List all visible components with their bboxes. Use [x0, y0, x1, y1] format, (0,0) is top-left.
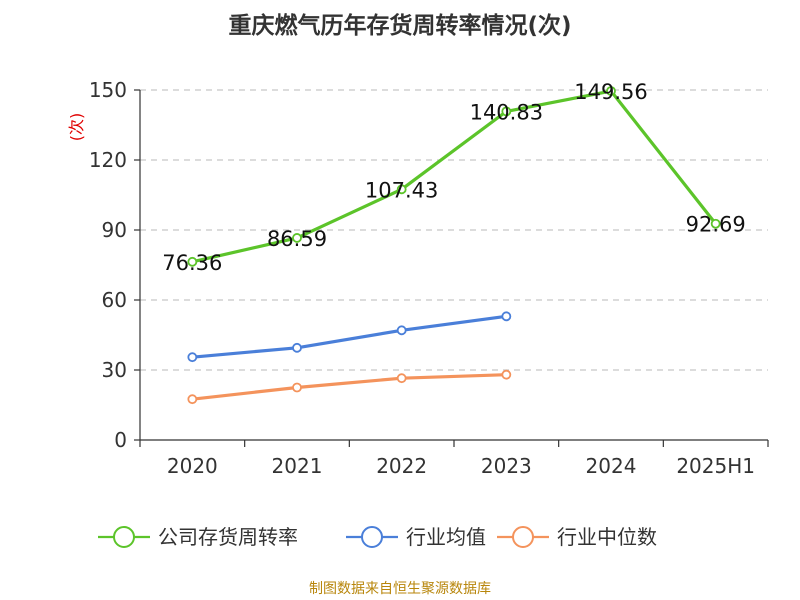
x-tick-label: 2025H1 [676, 454, 755, 478]
y-tick-label: 30 [102, 358, 127, 382]
data-point [187, 394, 198, 405]
legend-label: 公司存货周转率 [158, 525, 298, 549]
legend-marker [512, 526, 534, 548]
legend: 公司存货周转率 行业均值 行业中位数 [98, 525, 657, 549]
x-tick-label: 2021 [272, 454, 323, 478]
y-axis-label: (次) [67, 113, 86, 142]
y-tick-label: 60 [102, 288, 127, 312]
data-label: 107.43 [365, 178, 438, 202]
data-point [292, 382, 302, 393]
data-point [501, 106, 512, 117]
series-line-2 [192, 373, 507, 401]
data-point [501, 311, 512, 322]
series-line-1 [192, 314, 507, 359]
x-tick-label: 2023 [481, 454, 532, 478]
y-tick-label: 120 [89, 148, 127, 172]
x-tick-label: 2022 [376, 454, 427, 478]
data-label: 76.36 [162, 251, 222, 275]
data-point [292, 233, 302, 243]
data-point [292, 342, 302, 353]
data-point [396, 325, 407, 336]
gridlines [140, 89, 768, 371]
x-tick-label: 2020 [167, 454, 218, 478]
data-point [606, 86, 616, 96]
y-tick-label: 150 [89, 78, 127, 102]
chart-title: 重庆燃气历年存货周转率情况(次) [228, 12, 571, 39]
data-label: 92.69 [686, 213, 746, 237]
data-point [187, 256, 198, 267]
data-label: 149.56 [574, 80, 647, 104]
y-tick-label: 90 [102, 218, 127, 242]
data-point [710, 218, 721, 229]
series-group [187, 86, 721, 405]
legend-marker [113, 526, 135, 548]
data-label: 86.59 [267, 227, 327, 251]
legend-marker [361, 526, 383, 548]
axes: 0 30 60 90 120 150 2020 2021 2022 2023 2024 2025H1 [89, 78, 769, 478]
data-point [396, 184, 407, 195]
data-point [501, 369, 512, 380]
source-note: 制图数据来自恒生聚源数据库 [309, 581, 491, 597]
data-labels: 76.36 86.59 107.43 140.83 149.56 92.69 [162, 80, 745, 275]
legend-label: 行业均值 [406, 525, 486, 549]
data-point [396, 373, 407, 384]
legend-label: 行业中位数 [557, 525, 657, 549]
data-point [187, 352, 198, 363]
series-line-0 [191, 89, 717, 264]
y-tick-label: 0 [114, 428, 127, 452]
data-label: 140.83 [470, 100, 543, 124]
x-tick-label: 2024 [586, 454, 637, 478]
